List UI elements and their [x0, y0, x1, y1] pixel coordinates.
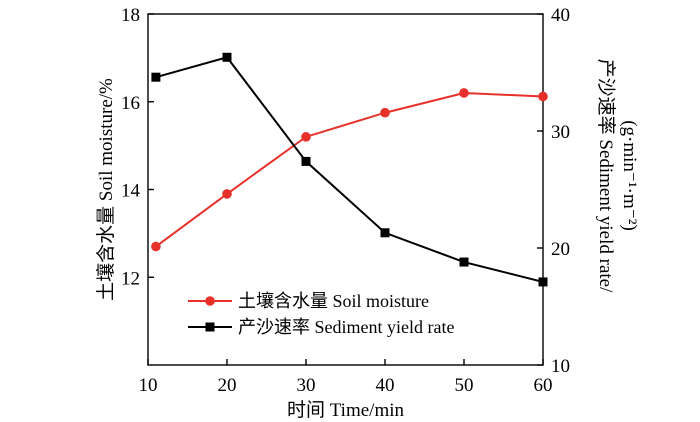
y-right-tick-label: 10 [551, 356, 570, 377]
y-right-axis-title-line1: 产沙速率 Sediment yield rate/ [595, 59, 617, 293]
x-tick-label: 60 [534, 375, 553, 396]
series-2-point [151, 72, 161, 82]
x-tick-label: 10 [139, 375, 158, 396]
legend-marker-2 [205, 322, 215, 332]
y-left-tick-label: 16 [121, 93, 140, 114]
legend: 土壤含水量 Soil moisture 产沙速率 Sediment yield r… [188, 291, 454, 337]
axes: 10 20 30 40 50 60 12 14 16 18 10 20 30 40 时间 Time/min 土… [95, 5, 640, 421]
y-left-tick-label: 14 [121, 181, 141, 202]
legend-marker-1 [205, 296, 215, 306]
legend-label-1: 土壤含水量 Soil moisture [238, 291, 429, 311]
series-2-point [459, 257, 469, 267]
y-right-axis-title-line2: (g·min⁻¹·m⁻²) [619, 120, 640, 231]
x-axis-title: 时间 Time/min [287, 399, 405, 421]
x-tick-label: 50 [455, 375, 474, 396]
x-tick-label: 40 [376, 375, 395, 396]
x-tick-label: 30 [297, 375, 316, 396]
series-1-point [380, 107, 390, 118]
series-2-point [538, 277, 548, 287]
series-1-point [459, 88, 469, 98]
y-left-axis-title: 土壤含水量 Soil moisture/% [95, 78, 117, 301]
legend-label-2: 产沙速率 Sediment yield rate [238, 317, 454, 337]
y-left-tick-label: 12 [121, 268, 140, 289]
series-1-point [222, 189, 232, 199]
plot-frame [147, 13, 544, 366]
series-2-point [380, 228, 390, 238]
series-1-point [538, 91, 548, 102]
y-left-tick-label: 18 [121, 5, 140, 26]
series-1-point [301, 132, 311, 142]
series-line-1 [155, 91, 544, 248]
series-line-2 [155, 56, 544, 283]
y-right-tick-label: 40 [551, 5, 570, 26]
x-tick-label: 20 [218, 375, 237, 396]
y-right-tick-label: 30 [551, 122, 570, 143]
series-2-point [222, 52, 232, 62]
series-2-point [301, 156, 311, 166]
series-1-point [151, 241, 161, 252]
y-right-tick-label: 20 [551, 239, 570, 260]
series-layer [151, 52, 548, 287]
